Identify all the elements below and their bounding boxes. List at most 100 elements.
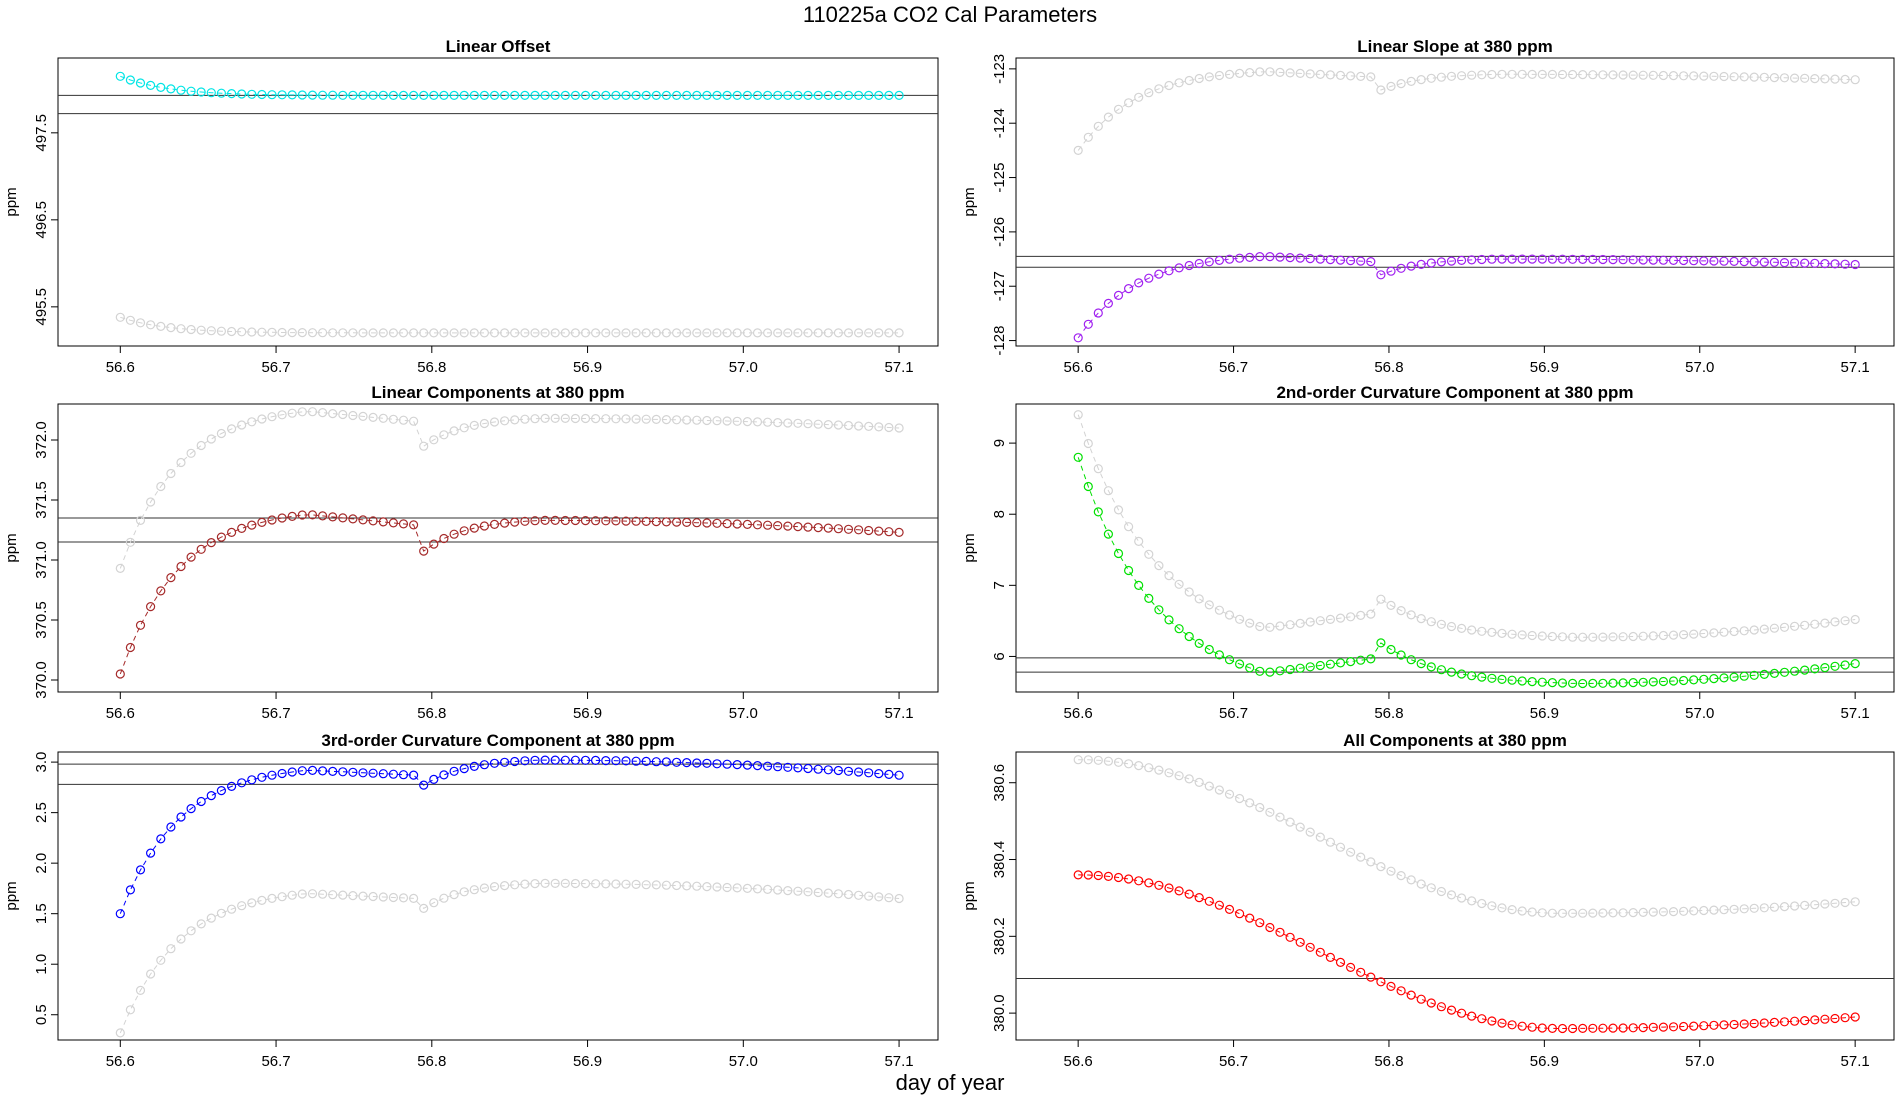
data-point-current [1668, 676, 1679, 686]
data-point-current [853, 525, 864, 535]
data-point-previous [1507, 69, 1517, 79]
data-point-previous [277, 410, 287, 420]
data-point-previous [1830, 617, 1840, 627]
data-point-current [115, 71, 125, 81]
data-point-previous [1123, 98, 1134, 108]
data-point-previous [1346, 71, 1356, 81]
y-axis-label: ppm [3, 533, 20, 562]
data-point-current [1739, 671, 1749, 681]
data-point-current [550, 515, 560, 526]
data-point-previous [1255, 621, 1265, 632]
data-point-current [1325, 952, 1335, 962]
x-tick-label: 56.6 [1064, 705, 1093, 722]
data-point-current [1789, 1016, 1800, 1026]
data-point-current [1668, 1022, 1679, 1032]
data-point-current [692, 758, 702, 768]
data-point-previous [227, 904, 237, 914]
x-tick-label: 57.1 [1841, 705, 1870, 722]
data-point-previous [166, 468, 176, 479]
data-point-current [1840, 660, 1850, 670]
data-point-current [752, 761, 763, 771]
x-tick-label: 57.1 [884, 1053, 913, 1070]
data-point-previous [1275, 621, 1285, 631]
data-point-current [267, 90, 277, 100]
y-tick-label: 372.0 [33, 421, 50, 459]
data-point-current [338, 767, 348, 777]
data-point-previous [1204, 72, 1214, 82]
data-point-current [429, 539, 439, 549]
data-point-current [1154, 605, 1164, 615]
data-point-previous [500, 881, 510, 891]
data-point-current [388, 518, 398, 528]
data-point-current [500, 518, 510, 528]
y-tick-label: 0.5 [33, 1004, 50, 1025]
data-point-previous [1567, 908, 1578, 918]
data-point-current [773, 90, 783, 101]
data-point-previous [530, 414, 540, 424]
data-point-previous [1850, 897, 1860, 907]
data-point-current [651, 90, 661, 101]
data-point-current [1507, 1020, 1517, 1030]
data-point-current [186, 803, 196, 814]
data-point-previous [500, 328, 510, 338]
data-point-current [186, 86, 196, 96]
data-point-current [1467, 255, 1477, 265]
data-point-current [1658, 255, 1669, 265]
data-point-previous [469, 328, 479, 338]
data-point-current [580, 90, 591, 101]
data-point-current [742, 519, 753, 530]
data-point-previous [115, 563, 125, 573]
panel-title: Linear Offset [446, 37, 551, 56]
data-point-current [287, 767, 297, 777]
data-point-current [115, 669, 125, 679]
data-point-current [641, 516, 651, 527]
data-point-previous [1325, 614, 1335, 624]
data-point-previous [318, 328, 328, 338]
data-point-current [378, 517, 388, 527]
data-point-previous [1729, 904, 1739, 914]
data-point-previous [1366, 72, 1376, 82]
data-point-previous [429, 435, 439, 445]
data-point-current [520, 516, 530, 526]
data-point-current [1285, 932, 1295, 942]
data-point-previous [803, 328, 813, 338]
data-point-current [378, 90, 388, 100]
data-point-previous [1123, 759, 1134, 769]
data-point-previous [1123, 522, 1134, 532]
data-point-previous [1537, 69, 1547, 79]
data-point-current [641, 90, 651, 101]
data-point-current [1305, 662, 1315, 672]
data-point-previous [1477, 898, 1487, 909]
data-point-previous [176, 324, 186, 334]
data-point-previous [1527, 907, 1537, 917]
data-point-previous [206, 326, 216, 336]
data-point-previous [186, 448, 196, 458]
data-point-current [661, 90, 672, 101]
data-point-previous [1376, 594, 1386, 604]
data-point-current [1638, 1023, 1648, 1033]
data-point-current [1497, 254, 1507, 264]
data-point-current [1457, 255, 1467, 265]
data-point-previous [671, 415, 682, 425]
data-point-previous [773, 328, 783, 338]
data-point-current [1527, 1022, 1537, 1032]
data-point-current [1537, 677, 1547, 687]
data-point-current [1830, 1013, 1840, 1024]
data-point-current [793, 763, 803, 773]
data-point-previous [1265, 622, 1275, 632]
data-point-previous [510, 880, 520, 890]
data-point-current [469, 90, 479, 101]
data-point-previous [1174, 579, 1184, 589]
data-point-previous [1396, 606, 1406, 616]
data-point-previous [661, 415, 672, 425]
data-point-current [1487, 1016, 1497, 1026]
data-point-current [1093, 870, 1103, 881]
data-point-previous [409, 416, 419, 426]
data-point-previous [1739, 626, 1749, 636]
data-point-current [580, 515, 591, 526]
x-tick-label: 57.0 [1685, 359, 1714, 376]
data-point-current [732, 90, 742, 101]
data-point-previous [1467, 70, 1477, 80]
data-point-current [1113, 548, 1124, 559]
data-point-previous [287, 328, 297, 338]
